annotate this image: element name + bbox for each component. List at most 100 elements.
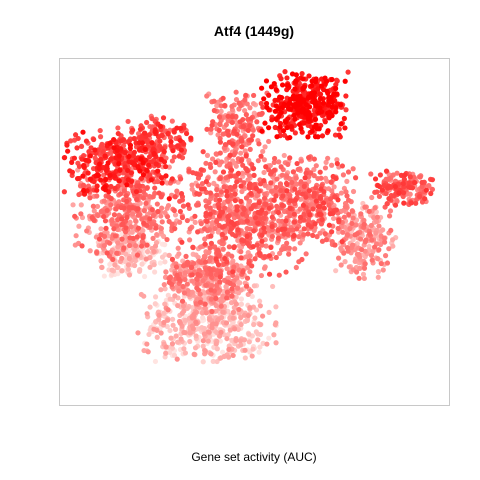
cell-point xyxy=(190,244,196,251)
cell-point xyxy=(229,293,235,299)
cell-point xyxy=(256,246,262,252)
cell-point xyxy=(357,265,363,271)
cell-point xyxy=(257,344,263,350)
cell-point xyxy=(372,205,378,211)
cell-point xyxy=(240,162,246,168)
cell-point xyxy=(151,249,157,255)
cell-point xyxy=(413,200,419,206)
cell-point xyxy=(311,190,317,196)
cell-point xyxy=(126,153,132,160)
cell-point xyxy=(182,270,188,276)
cell-point xyxy=(163,163,169,170)
cell-point xyxy=(223,188,230,195)
cell-point xyxy=(327,196,334,202)
cell-point xyxy=(235,237,241,244)
cell-point xyxy=(261,225,267,231)
cell-point xyxy=(298,179,304,185)
cell-point xyxy=(342,78,348,84)
cell-point xyxy=(94,187,100,193)
cell-point xyxy=(313,163,319,169)
cell-point xyxy=(247,269,253,275)
cell-point xyxy=(200,359,206,365)
cell-point xyxy=(266,309,272,315)
cell-point xyxy=(260,148,266,155)
cell-point xyxy=(95,212,101,219)
cell-point xyxy=(379,187,385,193)
cell-point xyxy=(248,137,254,143)
cell-point xyxy=(166,279,172,286)
cell-point xyxy=(220,309,226,315)
cell-point xyxy=(350,215,356,221)
cell-point xyxy=(333,109,339,115)
cell-point xyxy=(145,349,151,355)
cell-point xyxy=(209,122,215,128)
cell-point xyxy=(255,331,261,337)
cell-point xyxy=(141,347,147,354)
cell-point xyxy=(98,258,104,264)
cell-point xyxy=(234,131,240,137)
cell-point xyxy=(262,120,268,126)
cell-point xyxy=(175,245,181,251)
cell-point xyxy=(311,173,317,179)
cell-point xyxy=(356,251,362,258)
cell-point xyxy=(332,132,339,138)
cell-point xyxy=(233,96,240,103)
cell-point xyxy=(121,245,127,251)
cell-point xyxy=(317,105,323,111)
cell-point xyxy=(229,253,235,259)
cell-point xyxy=(161,149,167,155)
cell-point xyxy=(187,237,193,243)
cell-point xyxy=(293,101,299,107)
cell-point xyxy=(402,172,408,178)
cell-point xyxy=(169,158,175,164)
cell-point xyxy=(76,223,82,229)
cell-point xyxy=(258,272,265,279)
cell-point xyxy=(153,161,159,167)
cell-point xyxy=(156,312,162,318)
cell-point xyxy=(324,88,330,94)
cell-point xyxy=(231,152,237,158)
cell-point xyxy=(374,218,380,225)
cell-point xyxy=(155,168,161,174)
cell-point xyxy=(227,202,234,209)
cell-point xyxy=(326,94,332,101)
cell-point xyxy=(87,248,93,254)
cell-point xyxy=(72,213,78,219)
cell-point xyxy=(178,147,185,153)
cell-point xyxy=(179,298,186,304)
cell-point xyxy=(376,223,382,229)
cell-point xyxy=(343,93,349,99)
cell-point xyxy=(286,251,292,257)
cell-point xyxy=(115,130,121,137)
cell-point xyxy=(380,227,386,233)
cell-point xyxy=(162,210,168,216)
cell-point xyxy=(259,232,265,238)
cell-point xyxy=(377,172,383,178)
cell-point xyxy=(152,185,158,191)
cell-point xyxy=(242,108,248,114)
cell-point xyxy=(244,101,250,107)
cell-point xyxy=(89,214,95,221)
cell-point xyxy=(151,262,157,268)
cell-point xyxy=(217,139,224,145)
cell-point xyxy=(217,121,223,127)
cell-point xyxy=(248,190,254,197)
cell-point xyxy=(285,161,291,167)
cell-point xyxy=(275,235,282,241)
cell-point xyxy=(83,157,89,163)
cell-point xyxy=(144,242,150,248)
cell-point xyxy=(74,145,80,151)
cell-point xyxy=(264,104,270,111)
cell-point xyxy=(90,203,96,209)
cell-point xyxy=(174,339,181,345)
cell-point xyxy=(199,310,205,316)
cell-point xyxy=(163,173,169,179)
cell-point xyxy=(360,271,367,277)
cell-point xyxy=(291,112,297,118)
cell-point xyxy=(213,256,219,262)
cell-point xyxy=(269,214,275,220)
cell-point xyxy=(297,101,303,107)
cell-point xyxy=(240,211,246,217)
cell-point xyxy=(203,179,209,185)
cell-point xyxy=(195,183,201,189)
